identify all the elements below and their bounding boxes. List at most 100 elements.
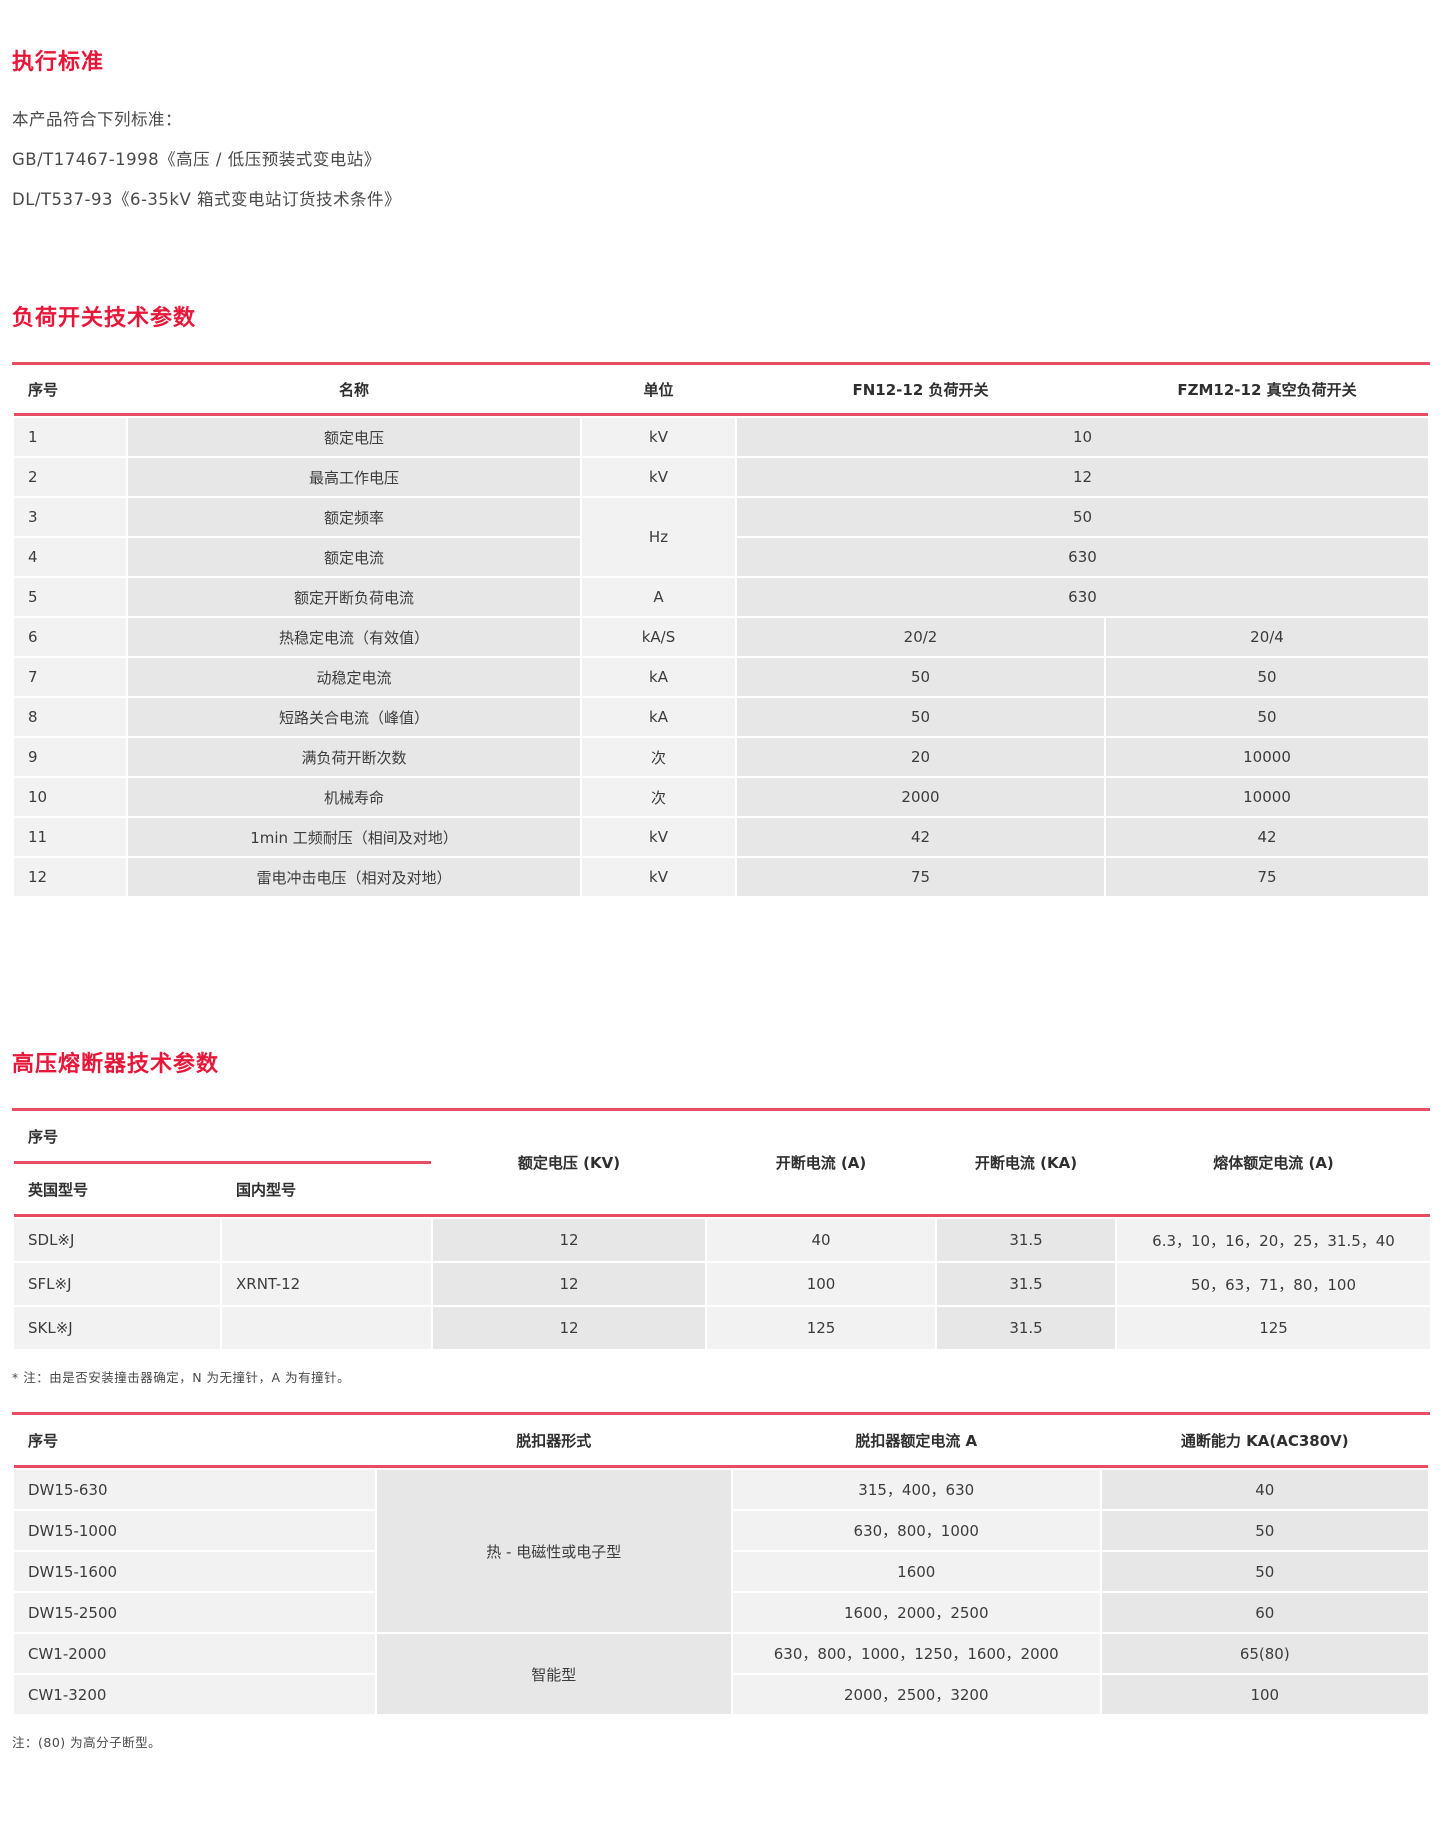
cell-breaking-a: 125: [707, 1307, 936, 1349]
cell-unit: kA/S: [582, 618, 735, 656]
cell-serial: 5: [14, 578, 126, 616]
load-switch-table-wrap: 序号 名称 单位 FN12-12 负荷开关 FZM12-12 真空负荷开关 1 …: [12, 362, 1430, 898]
col-header-melt-rated-current: 熔体额定电流 (A): [1117, 1113, 1431, 1212]
table-row: DW15-1000 630，800，1000 50: [14, 1511, 1428, 1550]
standards-section-title: 执行标准: [12, 50, 105, 75]
cell-rated-voltage: 12: [433, 1307, 706, 1349]
cell-serial: 9: [14, 738, 126, 776]
cell-breaking-ka: 31.5: [937, 1263, 1116, 1305]
header-rule-row: [14, 1465, 1428, 1468]
fuse-table-header: 序号 额定电压 (KV) 开断电流 (A) 开断电流 (KA) 熔体额定电流 (…: [14, 1113, 1431, 1217]
header-partial-rule-row: [14, 1161, 1430, 1164]
cell-merged-value: 10: [737, 418, 1428, 456]
table-top-rule: [12, 1412, 1430, 1415]
cell-breaking-ka: 31.5: [937, 1307, 1116, 1349]
cell-name: 机械寿命: [128, 778, 580, 816]
cell-model: CW1-3200: [14, 1675, 375, 1714]
header-row: 序号 名称 单位 FN12-12 负荷开关 FZM12-12 真空负荷开关: [14, 367, 1428, 411]
cell-name: 热稳定电流（有效值）: [128, 618, 580, 656]
table-row: 6 热稳定电流（有效值） kA/S 20/2 20/4: [14, 618, 1428, 656]
cell-serial: 12: [14, 858, 126, 896]
cell-name: 额定开断负荷电流: [128, 578, 580, 616]
col-header-serial: 序号: [14, 367, 126, 411]
fuse-table-wrap: 序号 额定电压 (KV) 开断电流 (A) 开断电流 (KA) 熔体额定电流 (…: [12, 1108, 1431, 1351]
cell-unit: kA: [582, 698, 735, 736]
table-row: 2 最高工作电压 kV 12: [14, 458, 1428, 496]
cell-cn-model: [222, 1307, 432, 1349]
cell-trip-type-smart: 智能型: [376, 1634, 731, 1714]
cell-capacity: 50: [1101, 1511, 1428, 1550]
table-row: CW1-3200 2000，2500，3200 100: [14, 1675, 1428, 1714]
table-row: 5 额定开断负荷电流 A 630: [14, 578, 1428, 616]
cell-fzm-value: 10000: [1106, 778, 1428, 816]
cell-unit: kV: [582, 818, 735, 856]
fuse-section-title: 高压熔断器技术参数: [12, 1052, 220, 1077]
cell-serial: 4: [14, 538, 126, 576]
cell-rated-voltage: 12: [433, 1219, 706, 1261]
cell-capacity: 50: [1101, 1552, 1428, 1591]
cell-trip-type-thermal: 热 - 电磁性或电子型: [376, 1470, 731, 1632]
page-content: 执行标准 本产品符合下列标准： GB/T17467-1998《高压 / 低压预装…: [0, 44, 1443, 1751]
cell-name: 额定频率: [128, 498, 580, 536]
cell-unit: kV: [582, 418, 735, 456]
cell-fn-value: 2000: [737, 778, 1104, 816]
cell-trip-current: 315，400，630: [733, 1470, 1100, 1509]
cell-trip-current: 1600: [733, 1552, 1100, 1591]
cell-name: 最高工作电压: [128, 458, 580, 496]
col-header-name: 名称: [128, 367, 580, 411]
cell-trip-current: 2000，2500，3200: [733, 1675, 1100, 1714]
cell-model: DW15-2500: [14, 1593, 375, 1632]
col-header-rated-voltage: 额定电压 (KV): [433, 1113, 706, 1212]
table-row: 11 1min 工频耐压（相间及对地） kV 42 42: [14, 818, 1428, 856]
table-row: 4 额定电流 630: [14, 538, 1428, 576]
cell-fzm-value: 42: [1106, 818, 1428, 856]
table-row: SKL※J 12 125 31.5 125: [14, 1307, 1431, 1349]
cell-melt-current: 50，63，71，80，100: [1117, 1263, 1431, 1305]
breaker-table: 序号 脱扣器形式 脱扣器额定电流 A 通断能力 KA(AC380V) DW15-…: [12, 1415, 1430, 1716]
cell-unit: kV: [582, 458, 735, 496]
cell-melt-current: 6.3，10，16，20，25，31.5，40: [1117, 1219, 1431, 1261]
col-header-uk-model: 英国型号: [14, 1166, 220, 1212]
cell-merged-value: 630: [737, 538, 1428, 576]
standards-paragraph: 本产品符合下列标准： GB/T17467-1998《高压 / 低压预装式变电站》…: [12, 100, 1430, 220]
table-top-rule: [12, 1108, 1430, 1111]
cell-breaking-ka: 31.5: [937, 1219, 1116, 1261]
cell-name: 1min 工频耐压（相间及对地）: [128, 818, 580, 856]
cell-name: 额定电流: [128, 538, 580, 576]
cell-name: 动稳定电流: [128, 658, 580, 696]
cell-trip-current: 630，800，1000，1250，1600，2000: [733, 1634, 1100, 1673]
cell-name: 满负荷开断次数: [128, 738, 580, 776]
cell-name: 雷电冲击电压（相对及对地）: [128, 858, 580, 896]
cell-name: 额定电压: [128, 418, 580, 456]
cell-fn-value: 50: [737, 658, 1104, 696]
standards-line: DL/T537-93《6-35kV 箱式变电站订货技术条件》: [12, 190, 402, 209]
header-rule: [14, 1214, 1431, 1217]
cell-breaking-a: 40: [707, 1219, 936, 1261]
col-header-breaking-current-ka: 开断电流 (KA): [937, 1113, 1116, 1212]
header-rule-row: [14, 1214, 1431, 1217]
cell-model: DW15-630: [14, 1470, 375, 1509]
cell-unit: 次: [582, 778, 735, 816]
standards-line: 本产品符合下列标准：: [12, 110, 182, 129]
load-switch-section-title: 负荷开关技术参数: [12, 306, 197, 331]
cell-breaking-a: 100: [707, 1263, 936, 1305]
cell-model: DW15-1600: [14, 1552, 375, 1591]
cell-capacity: 65(80): [1101, 1634, 1428, 1673]
breaker-table-wrap: 序号 脱扣器形式 脱扣器额定电流 A 通断能力 KA(AC380V) DW15-…: [12, 1412, 1430, 1716]
cell-trip-current: 1600，2000，2500: [733, 1593, 1100, 1632]
fuse-note: * 注：由是否安装撞击器确定，N 为无撞针，A 为有撞针。: [12, 1370, 351, 1385]
cell-fn-value: 20/2: [737, 618, 1104, 656]
table-row: DW15-630 热 - 电磁性或电子型 315，400，630 40: [14, 1470, 1428, 1632]
cell-fzm-value: 20/4: [1106, 618, 1428, 656]
cell-fn-value: 75: [737, 858, 1104, 896]
table-row: CW1-2000 智能型 630，800，1000，1250，1600，2000…: [14, 1634, 1428, 1714]
cell-uk-model: SFL※J: [14, 1263, 220, 1305]
header-row: 序号 额定电压 (KV) 开断电流 (A) 开断电流 (KA) 熔体额定电流 (…: [14, 1113, 1431, 1212]
cell-fzm-value: 50: [1106, 658, 1428, 696]
cell-capacity: 60: [1101, 1593, 1428, 1632]
header-rule: [14, 1465, 1428, 1468]
table-row: 10 机械寿命 次 2000 10000: [14, 778, 1428, 816]
cell-serial: 3: [14, 498, 126, 536]
table-row: 8 短路关合电流（峰值） kA 50 50: [14, 698, 1428, 736]
cell-unit: kA: [582, 658, 735, 696]
